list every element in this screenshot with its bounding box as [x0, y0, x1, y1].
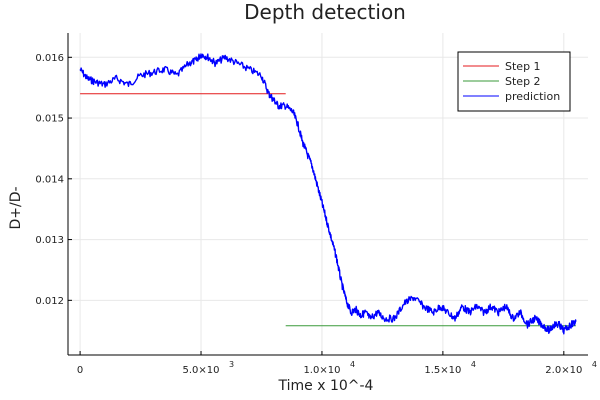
- series-layer: [79, 53, 577, 335]
- y-tick-label: 0.012: [35, 296, 64, 307]
- chart-title: Depth detection: [244, 0, 406, 24]
- legend-label: prediction: [505, 90, 560, 103]
- x-tick-exponent: 4: [471, 360, 476, 369]
- legend-label: Step 1: [505, 60, 541, 73]
- x-axis-ticks: 0 5.0×10 3 1.0×10 4 1.5×10 4 2.0×10 4: [77, 351, 597, 376]
- x-tick-label: 5.0×10: [183, 365, 220, 376]
- x-axis-label: Time x 10^-4: [278, 378, 374, 394]
- y-tick-label: 0.013: [35, 235, 64, 246]
- series-line-prediction: [79, 53, 577, 335]
- legend-label: Step 2: [505, 75, 541, 88]
- legend: Step 1 Step 2 prediction: [457, 51, 571, 112]
- y-tick-label: 0.014: [35, 174, 64, 185]
- x-tick-exponent: 4: [592, 360, 597, 369]
- x-tick-label: 0: [77, 365, 83, 376]
- x-tick-label: 1.0×10: [303, 365, 340, 376]
- y-tick-label: 0.016: [35, 53, 64, 64]
- y-axis-label: D+/D-: [8, 186, 24, 229]
- x-tick-label: 2.0×10: [545, 365, 582, 376]
- y-axis-ticks: 0.012 0.013 0.014 0.015 0.016: [35, 53, 72, 307]
- axes: [67, 33, 588, 356]
- y-tick-label: 0.015: [35, 114, 64, 125]
- x-tick-exponent: 3: [229, 360, 234, 369]
- x-tick-exponent: 4: [350, 360, 355, 369]
- x-tick-label: 1.5×10: [424, 365, 461, 376]
